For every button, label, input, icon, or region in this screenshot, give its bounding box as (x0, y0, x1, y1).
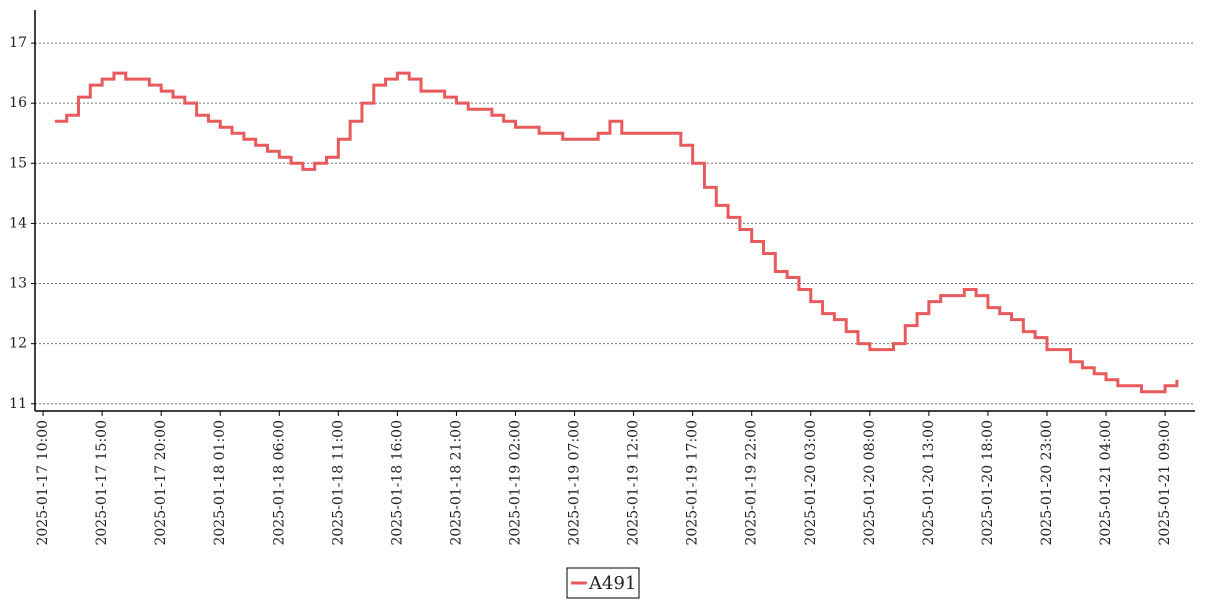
x-tick-label: 2025-01-17 20:00 (153, 420, 169, 546)
x-tick-label: 2025-01-21 09:00 (1157, 420, 1173, 546)
legend-box (566, 567, 640, 599)
y-tick-label: 15 (9, 155, 27, 171)
x-tick-label: 2025-01-18 11:00 (330, 420, 346, 546)
x-tick-label: 2025-01-20 08:00 (862, 420, 878, 546)
y-tick-label: 13 (9, 276, 27, 292)
x-tick-label: 2025-01-19 02:00 (507, 420, 523, 546)
x-tick-label: 2025-01-17 15:00 (94, 420, 110, 546)
x-tick-label: 2025-01-17 10:00 (35, 420, 51, 546)
x-tick-label: 2025-01-19 17:00 (685, 420, 701, 546)
x-tick-label: 2025-01-20 23:00 (1039, 420, 1055, 546)
x-tick-label: 2025-01-18 16:00 (389, 420, 405, 546)
x-tick-label: 2025-01-20 18:00 (980, 420, 996, 546)
x-tick-label: 2025-01-20 03:00 (803, 420, 819, 546)
legend-label: A491 (588, 573, 636, 594)
x-tick-label: 2025-01-19 12:00 (626, 420, 642, 546)
x-tick-label: 2025-01-19 22:00 (744, 420, 760, 546)
x-tick-label: 2025-01-18 06:00 (271, 420, 287, 546)
y-tick-label: 16 (9, 95, 27, 111)
y-tick-label: 17 (9, 35, 27, 51)
y-tick-label: 12 (9, 336, 27, 352)
x-tick-label: 2025-01-20 13:00 (921, 420, 937, 546)
x-tick-label: 2025-01-18 21:00 (448, 420, 464, 546)
data-line (54, 71, 1179, 394)
x-tick-label: 2025-01-21 04:00 (1098, 420, 1114, 546)
x-tick-label: 2025-01-18 01:00 (212, 420, 228, 546)
x-tick-label: 2025-01-19 07:00 (567, 420, 583, 546)
y-tick-label: 14 (9, 215, 27, 231)
y-tick-label: 11 (9, 396, 27, 412)
